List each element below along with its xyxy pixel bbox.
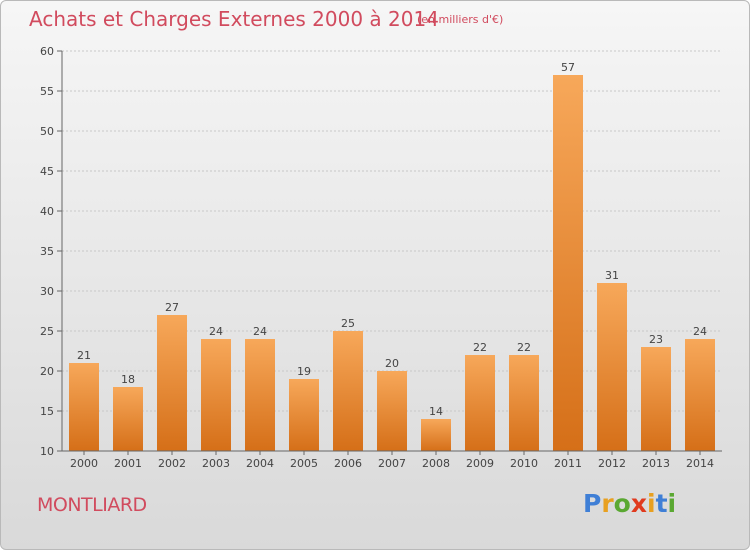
bar-2002	[157, 315, 187, 451]
x-tick-label: 2008	[422, 457, 450, 470]
bar-value-label: 14	[429, 405, 443, 418]
bar-2014	[685, 339, 715, 451]
logo-letter: i	[667, 489, 677, 518]
y-tick-label: 30	[40, 285, 54, 298]
y-tick-label: 25	[40, 325, 54, 338]
bar-2011	[553, 75, 583, 451]
x-tick-label: 2013	[642, 457, 670, 470]
x-tick-label: 2012	[598, 457, 626, 470]
y-tick-label: 35	[40, 245, 54, 258]
bar-2007	[377, 371, 407, 451]
bar-2012	[597, 283, 627, 451]
bar-value-label: 24	[693, 325, 707, 338]
y-tick-label: 40	[40, 205, 54, 218]
bar-value-label: 22	[517, 341, 531, 354]
bar-2001	[113, 387, 143, 451]
bar-2003	[201, 339, 231, 451]
x-tick-label: 2010	[510, 457, 538, 470]
x-tick-label: 2003	[202, 457, 230, 470]
logo-letter: x	[630, 489, 647, 518]
bar-value-label: 19	[297, 365, 311, 378]
bar-value-label: 25	[341, 317, 355, 330]
bar-value-label: 27	[165, 301, 179, 314]
logo-letter: o	[613, 489, 631, 518]
bar-2009	[465, 355, 495, 451]
x-tick-label: 2005	[290, 457, 318, 470]
bar-value-label: 20	[385, 357, 399, 370]
chart-subtitle: (en milliers d'€)	[417, 13, 504, 26]
logo-letter: t	[655, 489, 668, 518]
bar-2006	[333, 331, 363, 451]
x-tick-label: 2000	[70, 457, 98, 470]
x-tick-label: 2014	[686, 457, 714, 470]
x-tick-label: 2002	[158, 457, 186, 470]
y-tick-label: 55	[40, 85, 54, 98]
bar-2005	[289, 379, 319, 451]
bar-value-label: 24	[253, 325, 267, 338]
bar-2010	[509, 355, 539, 451]
bar-2000	[69, 363, 99, 451]
x-tick-label: 2011	[554, 457, 582, 470]
y-tick-label: 60	[40, 45, 54, 58]
chart-title: Achats et Charges Externes 2000 à 2014	[29, 7, 439, 31]
bar-value-label: 23	[649, 333, 663, 346]
y-tick-label: 15	[40, 405, 54, 418]
x-tick-label: 2001	[114, 457, 142, 470]
bar-value-label: 18	[121, 373, 135, 386]
bar-2004	[245, 339, 275, 451]
y-tick-label: 10	[40, 445, 54, 458]
bar-value-label: 24	[209, 325, 223, 338]
bar-value-label: 22	[473, 341, 487, 354]
logo-letter: P	[583, 489, 602, 518]
x-tick-label: 2004	[246, 457, 274, 470]
logo-letter: r	[601, 489, 614, 518]
y-tick-label: 50	[40, 125, 54, 138]
bar-value-label: 31	[605, 269, 619, 282]
town-name: MONTLIARD	[37, 494, 147, 516]
logo-letter: i	[647, 489, 656, 518]
y-tick-label: 20	[40, 365, 54, 378]
y-tick-label: 45	[40, 165, 54, 178]
x-tick-label: 2009	[466, 457, 494, 470]
bar-value-label: 57	[561, 61, 575, 74]
x-tick-label: 2006	[334, 457, 362, 470]
bar-2008	[421, 419, 451, 451]
proxiti-logo[interactable]: Proxiti	[583, 489, 676, 518]
x-tick-label: 2007	[378, 457, 406, 470]
bar-value-label: 21	[77, 349, 91, 362]
bar-2013	[641, 347, 671, 451]
